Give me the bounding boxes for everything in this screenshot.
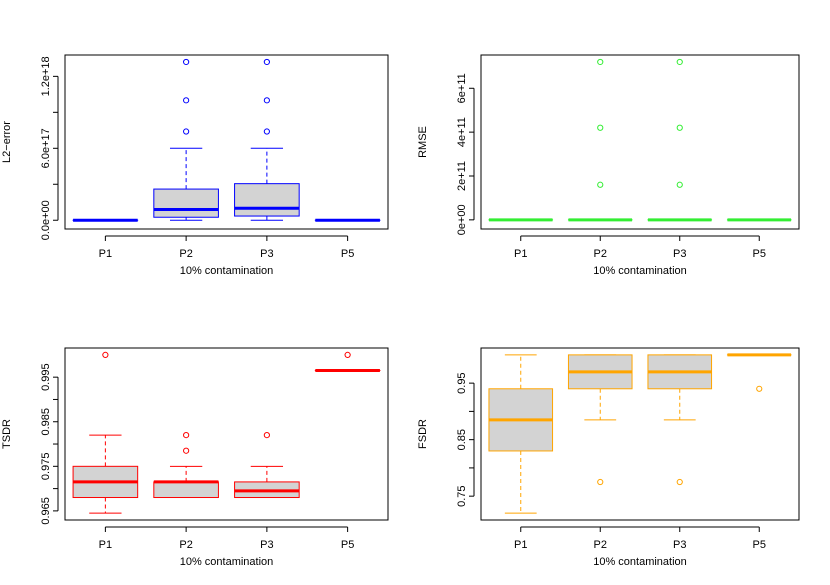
y-tick-label: 0.975 [40,453,52,481]
x-axis: P1 P2 P3 P5 [99,526,354,551]
x-axis-label: 10% contamination [180,265,274,277]
outlier-point [597,58,604,66]
y-tick-label: 2e+11 [456,161,468,191]
outlier-point [676,478,683,486]
panel-3: 0.965 0.975 0.985 0.995 TSDR P1 P2 P3 P5 10% cont… [1,347,389,568]
outlier-point [344,351,351,358]
x-axis-label: 10% contamination [593,556,687,568]
box-p5 [726,353,792,392]
x-axis: P1 P2 P3 P5 [99,235,354,260]
box-iqr [234,183,300,217]
outlier-point [263,58,270,66]
box-p3 [234,432,300,499]
box-p3 [647,354,713,486]
x-tick-label: P3 [673,539,686,551]
x-tick-label: P2 [594,248,607,260]
y-axis-label: RMSE [417,126,429,158]
box-p5 [314,351,381,372]
outlier-point [183,97,190,104]
x-tick-label: P2 [594,539,607,551]
outlier-point [263,128,270,135]
y-tick-label: 0.0e+00 [40,200,52,240]
outlier-point [676,181,683,188]
y-axis: 0e+00 2e+11 4e+11 6e+11 [456,73,475,235]
y-tick-label: 0e+00 [456,204,468,235]
y-tick-label: 0.985 [40,408,52,436]
x-tick-label: P1 [99,539,112,551]
y-tick-label: 4e+11 [456,117,468,147]
x-tick-label: P3 [260,248,273,260]
x-tick-label: P1 [514,248,527,260]
panel-1: 0.0e+00 6.0e+17 1.2e+18 L2−error P1 P2 P3 P5 10%… [1,54,389,277]
x-axis-label: 10% contamination [593,265,687,277]
y-axis: 0.75 0.85 0.95 [456,372,475,507]
outlier-point [263,97,270,104]
y-tick-label: 6.0e+17 [40,128,52,168]
y-axis: 0.0e+00 6.0e+17 1.2e+18 [40,56,59,240]
outlier-point [183,432,190,439]
x-axis: P1 P2 P3 P5 [514,526,766,551]
y-tick-label: 0.85 [456,429,468,450]
y-axis: 0.965 0.975 0.985 0.995 [40,363,59,525]
box-iqr [153,188,219,218]
box-p3 [234,58,300,221]
x-tick-label: P2 [179,248,192,260]
plot-frame [64,54,389,230]
panel-4: 0.75 0.85 0.95 FSDR P1 P2 P3 P5 10% contaminatio… [417,347,800,568]
outlier-point [183,58,190,66]
y-tick-label: 0.75 [456,485,468,506]
box-p1 [488,354,554,514]
y-axis-label: TSDR [1,419,13,449]
x-tick-label: P3 [673,248,686,260]
panel-2: 0e+00 2e+11 4e+11 6e+11 RMSE P1 P2 P3 P5 10% cont… [417,54,800,277]
box-iqr [153,481,219,499]
box-p1 [72,351,139,514]
x-axis-label: 10% contamination [180,556,274,568]
plot-frame [480,347,800,521]
outlier-point [597,478,604,486]
outlier-point [756,385,763,392]
y-tick-label: 6e+11 [456,73,468,103]
box-p2 [153,432,219,499]
outlier-point [102,351,109,358]
box-p3 [647,58,713,222]
x-tick-label: P1 [514,539,527,551]
x-tick-label: P5 [753,248,766,260]
y-tick-label: 1.2e+18 [40,56,52,96]
outlier-point [676,124,683,131]
box-p2 [567,354,633,486]
x-tick-label: P5 [753,539,766,551]
y-tick-label: 0.95 [456,372,468,393]
y-tick-label: 0.995 [40,363,52,391]
x-tick-label: P2 [179,539,192,551]
box-p2 [567,58,633,222]
y-axis-label: FSDR [417,419,429,449]
plot-frame [480,54,800,230]
x-tick-label: P5 [341,539,354,551]
box-p2 [153,58,219,221]
x-tick-label: P5 [341,248,354,260]
y-axis-label: L2−error [1,121,13,163]
outlier-point [263,432,270,439]
outlier-point [183,447,190,454]
outlier-point [676,58,683,66]
x-axis: P1 P2 P3 P5 [514,235,766,260]
plot-frame [64,347,389,521]
outlier-point [597,181,604,188]
outlier-point [183,128,190,135]
outlier-point [597,124,604,131]
y-tick-label: 0.965 [40,497,52,525]
x-tick-label: P3 [260,539,273,551]
x-tick-label: P1 [99,248,112,260]
